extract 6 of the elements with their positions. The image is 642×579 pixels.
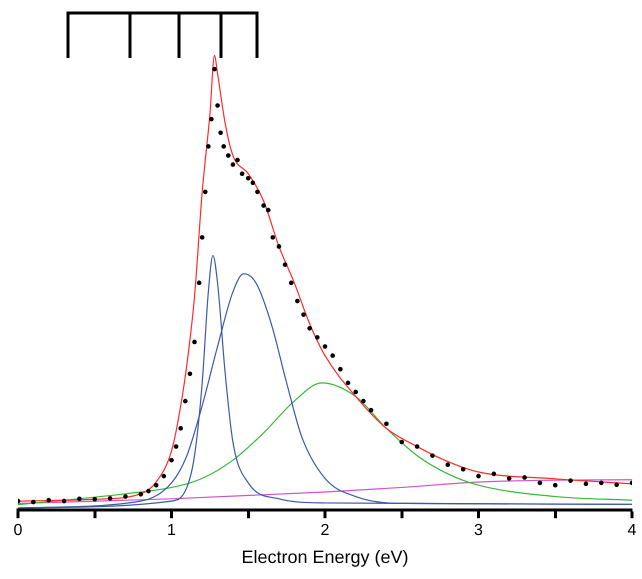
x-tick-label: 4 [628, 522, 637, 540]
x-tick-label: 0 [14, 522, 23, 540]
x-axis-title: Electron Energy (eV) [241, 547, 409, 568]
x-tick-label: 1 [167, 522, 176, 540]
x-tick-label: 2 [320, 522, 330, 540]
x-tick-label: 3 [474, 522, 484, 540]
